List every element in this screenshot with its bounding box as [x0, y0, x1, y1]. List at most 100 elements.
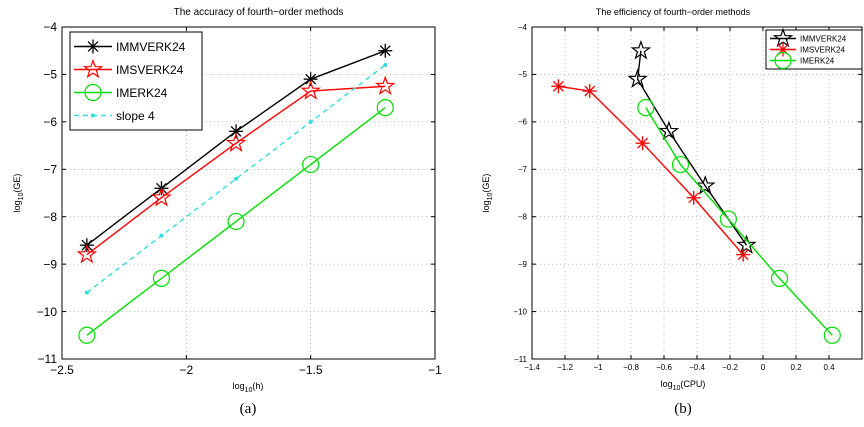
- legend-label: IMERK24: [800, 56, 835, 65]
- data-point: [152, 269, 171, 287]
- data-point: [686, 190, 701, 205]
- data-point: [300, 80, 321, 100]
- data-point: [378, 43, 393, 58]
- data-point: [302, 155, 320, 174]
- y-tick-label: −5: [43, 68, 57, 82]
- y-tick-label: −6: [43, 115, 57, 129]
- data-point: [770, 269, 789, 287]
- legend-marker: [91, 113, 95, 118]
- chart-title: The efficiency of fourth−order methods: [596, 7, 751, 17]
- series-imsverk24: [76, 75, 396, 264]
- legend-label: IMMVERK24: [800, 34, 847, 43]
- x-tick-label: −2.5: [50, 363, 74, 377]
- data-point: [671, 155, 690, 174]
- y-axis-label-arg: (GE): [481, 174, 491, 193]
- data-point: [582, 84, 597, 99]
- chart-b: The efficiency of fourth−order methods −…: [481, 7, 863, 417]
- x-tick-label: −1.2: [557, 363, 573, 372]
- data-point: [78, 326, 96, 344]
- legend: IMMVERK24 IMSVERK24 IMERK24 slope 4: [69, 31, 203, 131]
- series-slope-4: [84, 62, 388, 295]
- legend-marker: [774, 51, 792, 70]
- chart-title: The accuracy of fourth−order methods: [174, 7, 344, 18]
- y-axis-label-sub: 10: [18, 192, 25, 200]
- series-imerk24: [637, 99, 841, 344]
- x-tick-label: −0.2: [722, 363, 738, 372]
- y-tick-label: −7: [518, 165, 528, 174]
- series-line: [558, 85, 744, 256]
- y-axis-label-base: log: [12, 200, 22, 212]
- legend-label: IMSVERK24: [800, 45, 845, 54]
- x-tick-label: −1.4: [524, 363, 540, 372]
- data-point: [234, 176, 239, 181]
- legend-marker: [86, 39, 100, 54]
- y-tick-label: −10: [513, 307, 527, 316]
- data-point: [374, 75, 396, 96]
- x-axis-label-arg: (h): [252, 381, 263, 391]
- legend-label: IMMVERK24: [116, 40, 186, 54]
- y-tick-label: −9: [43, 257, 57, 271]
- x-axis-label-sub: 10: [673, 385, 681, 392]
- data-point: [151, 186, 172, 207]
- data-point: [225, 132, 247, 152]
- x-tick-label: −1: [593, 363, 603, 372]
- data-point: [551, 79, 566, 94]
- data-point: [383, 62, 388, 67]
- y-tick-label: −10: [37, 305, 58, 319]
- y-tick-label: −4: [518, 23, 528, 32]
- x-tick-label: −1: [428, 363, 442, 377]
- x-tick-label: −0.8: [623, 363, 639, 372]
- series-line: [636, 50, 748, 246]
- data-point: [627, 68, 648, 88]
- series-layer: [551, 39, 841, 344]
- series-line: [645, 107, 833, 336]
- data-point: [84, 290, 89, 295]
- data-point: [658, 120, 680, 141]
- legend-marker: [84, 83, 102, 102]
- x-axis-label-arg: (CPU): [680, 379, 705, 389]
- legend-label: slope 4: [116, 109, 155, 123]
- y-tick-label: −8: [518, 213, 528, 222]
- series-layer: [76, 43, 396, 344]
- y-tick-label: −9: [518, 260, 528, 269]
- legend-label: IMERK24: [116, 86, 168, 100]
- grid: [62, 27, 435, 359]
- y-axis-label: log10(GE): [12, 174, 25, 213]
- legend-item: IMSVERK24: [74, 58, 184, 79]
- data-point: [719, 210, 737, 228]
- data-point: [736, 247, 751, 262]
- x-tick-label: −1.5: [299, 363, 323, 377]
- data-point: [229, 124, 244, 139]
- y-axis-label-base: log: [481, 200, 491, 212]
- data-point: [376, 99, 394, 117]
- x-tick-label: −2: [179, 363, 193, 377]
- caption: (a): [240, 401, 257, 417]
- data-point: [635, 136, 650, 151]
- y-tick-label: −5: [518, 70, 528, 79]
- caption: (b): [674, 401, 692, 417]
- series-imsverk24: [551, 79, 751, 262]
- series-immverk24: [627, 39, 757, 254]
- series-imerk24: [78, 99, 394, 344]
- series-line: [86, 85, 386, 256]
- y-tick-label: −4: [43, 20, 57, 34]
- y-tick-label: −11: [514, 355, 528, 364]
- x-tick-label: 0.4: [823, 363, 835, 372]
- legend-item: IMERK24: [74, 83, 168, 102]
- legend-marker: [772, 27, 794, 48]
- plot-area: [531, 26, 863, 360]
- x-axis-label-sub: 10: [245, 387, 253, 394]
- y-axis-label-sub: 10: [487, 192, 494, 200]
- y-tick-label: −7: [43, 162, 57, 176]
- x-tick-label: 0: [761, 363, 766, 372]
- legend-label: IMSVERK24: [116, 63, 184, 77]
- x-tick-label: −0.4: [689, 363, 705, 372]
- plot-area: [61, 26, 436, 360]
- data-point: [227, 212, 245, 231]
- legend-item: IMERK24: [770, 51, 835, 70]
- data-point: [76, 243, 98, 264]
- x-axis-label: log10(h): [233, 381, 264, 394]
- y-axis-label: log10(GE): [481, 174, 494, 213]
- data-point: [736, 234, 757, 254]
